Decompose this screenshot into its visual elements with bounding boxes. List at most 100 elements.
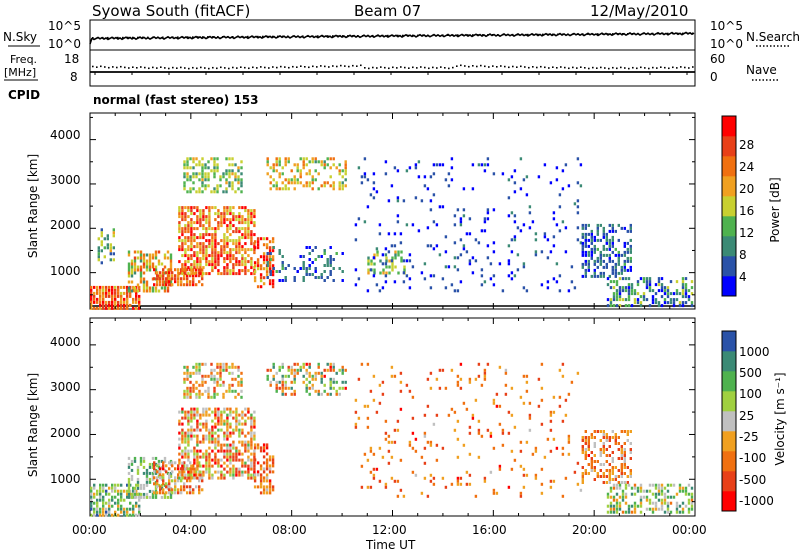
data-cell: [190, 464, 193, 468]
data-cell: [117, 501, 120, 505]
data-cell: [510, 277, 514, 281]
data-cell: [205, 437, 208, 441]
data-cell: [633, 483, 637, 487]
data-cell: [375, 247, 379, 251]
data-cell: [564, 163, 568, 167]
data-cell: [645, 283, 649, 287]
data-cell: [205, 428, 208, 432]
data-cell: [278, 386, 281, 390]
data-cell: [189, 280, 192, 284]
data-cell: [205, 407, 208, 411]
data-cell: [293, 374, 296, 378]
data-cell: [93, 291, 96, 295]
data-cell: [178, 422, 181, 426]
data-cell: [106, 234, 109, 238]
data-cell: [669, 301, 673, 305]
data-cell: [117, 483, 120, 487]
data-cell: [388, 271, 391, 275]
data-cell: [620, 271, 623, 275]
data-cell: [247, 407, 250, 411]
data-cell: [519, 157, 523, 161]
data-cell: [201, 268, 204, 272]
data-cell: [223, 239, 226, 243]
data-cell: [154, 265, 158, 269]
data-cell: [184, 437, 187, 441]
data-cell: [287, 374, 290, 378]
data-cell: [186, 157, 189, 161]
data-cell: [220, 272, 223, 276]
data-cell: [262, 267, 266, 271]
data-cell: [660, 283, 664, 287]
data-cell: [184, 224, 187, 228]
data-cell: [102, 291, 105, 295]
data-cell: [186, 479, 189, 483]
data-cell: [198, 178, 201, 182]
data-cell: [555, 446, 559, 450]
nsearch-dot: [162, 36, 164, 39]
data-cell: [561, 220, 565, 224]
data-cell: [226, 257, 229, 261]
data-cell: [271, 264, 275, 268]
data-cell: [611, 265, 614, 269]
nave-dot: [204, 67, 206, 69]
data-cell: [111, 483, 114, 487]
data-cell: [504, 368, 508, 372]
data-cell: [135, 306, 138, 310]
data-cell: [235, 473, 238, 477]
data-cell: [220, 476, 223, 480]
data-cell: [612, 504, 616, 508]
data-cell: [237, 166, 240, 170]
xtick-6: 00:00: [672, 523, 707, 537]
data-cell: [621, 289, 625, 293]
data-cell: [199, 209, 202, 213]
data-cell: [623, 250, 626, 254]
data-cell: [208, 437, 211, 441]
data-cell: [375, 190, 379, 194]
data-cell: [127, 462, 131, 466]
data-cell: [168, 274, 171, 278]
data-cell: [208, 407, 211, 411]
data-cell: [184, 206, 187, 210]
station-title: Syowa South (fitACF): [92, 2, 251, 20]
data-cell: [237, 187, 240, 191]
data-cell: [111, 306, 114, 310]
data-cell: [320, 160, 323, 164]
data-cell: [293, 371, 296, 375]
data-cell: [241, 221, 244, 225]
data-cell: [169, 280, 173, 284]
nave-dot: [516, 66, 518, 68]
data-cell: [540, 386, 544, 390]
data-cell: [609, 301, 613, 305]
data-cell: [611, 238, 614, 242]
data-cell: [614, 262, 617, 266]
data-cell: [238, 227, 241, 231]
data-cell: [196, 263, 199, 267]
data-cell: [426, 187, 430, 191]
data-cell: [510, 413, 514, 417]
data-cell: [247, 431, 250, 435]
data-cell: [229, 209, 232, 213]
data-cell: [672, 495, 676, 499]
data-cell: [615, 304, 619, 308]
data-cell: [132, 510, 135, 514]
data-cell: [329, 386, 332, 390]
data-cell: [204, 163, 207, 167]
nave-dot: [448, 67, 450, 70]
data-cell: [611, 460, 614, 463]
data-cell: [570, 280, 574, 284]
data-cell: [190, 434, 193, 438]
velocity-colorbar-segment: [722, 331, 736, 352]
data-cell: [657, 486, 661, 490]
data-cell: [208, 452, 211, 456]
data-cell: [181, 470, 184, 474]
data-cell: [618, 289, 622, 293]
data-cell: [181, 209, 184, 213]
data-cell: [192, 283, 195, 287]
data-cell: [265, 255, 269, 259]
data-cell: [133, 459, 137, 463]
data-cell: [447, 172, 451, 176]
data-cell: [181, 245, 184, 249]
data-cell: [630, 510, 634, 514]
data-cell: [151, 495, 155, 499]
data-cell: [102, 288, 105, 292]
